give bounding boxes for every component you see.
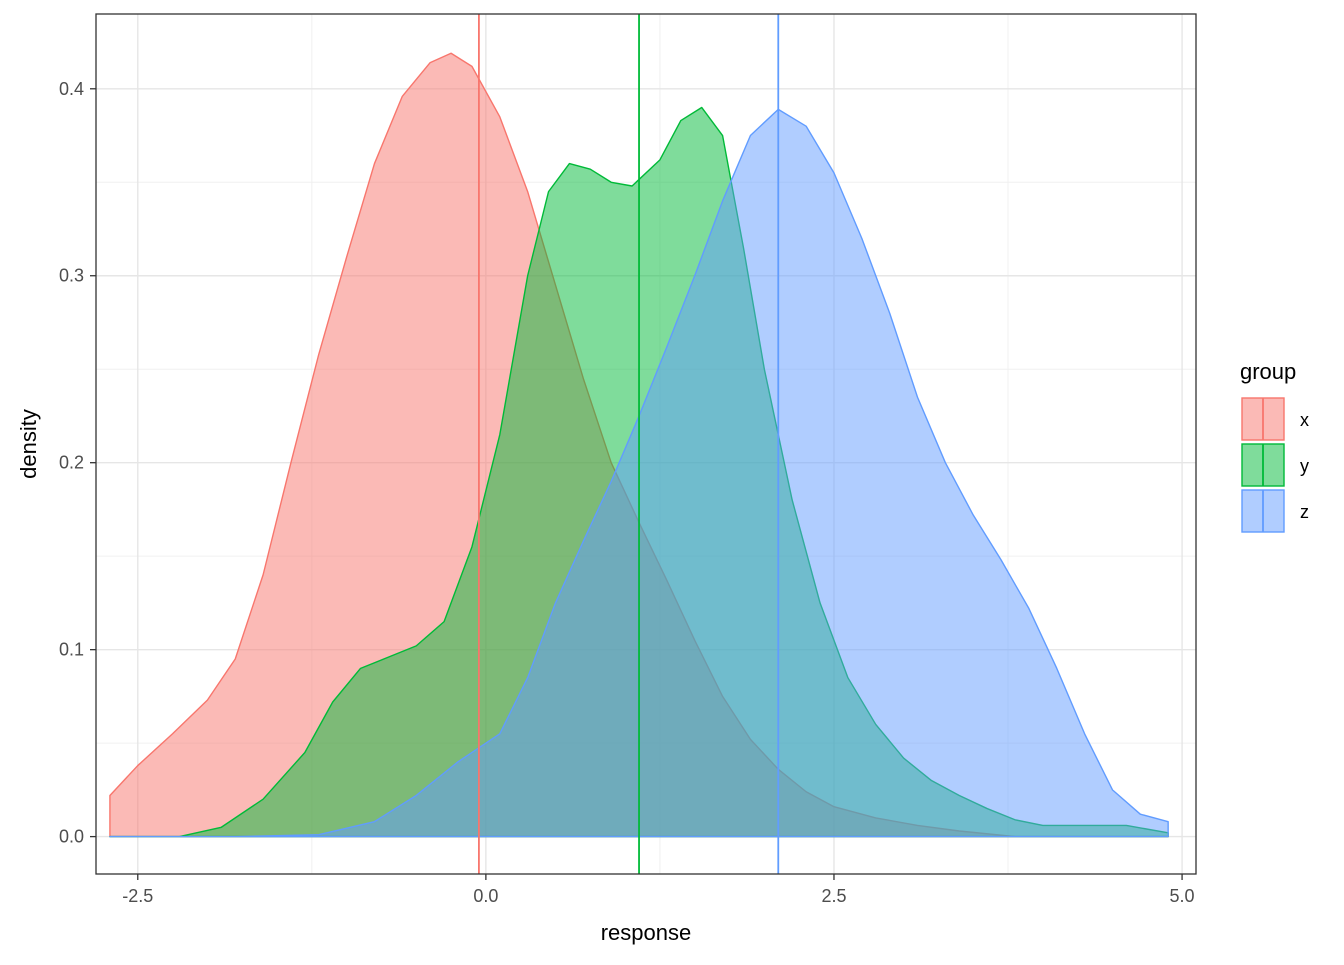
- y-tick-label: 0.0: [59, 827, 84, 847]
- x-axis-title: response: [601, 920, 692, 945]
- x-tick-label: 0.0: [473, 886, 498, 906]
- y-tick-label: 0.4: [59, 79, 84, 99]
- x-tick-label: -2.5: [122, 886, 153, 906]
- legend-title: group: [1240, 359, 1296, 384]
- x-tick-label: 2.5: [821, 886, 846, 906]
- y-tick-label: 0.3: [59, 266, 84, 286]
- legend-label-x: x: [1300, 410, 1309, 430]
- legend: group x y z: [1240, 359, 1309, 533]
- y-tick-label: 0.1: [59, 640, 84, 660]
- y-axis: 0.0 0.1 0.2 0.3 0.4: [59, 79, 96, 847]
- x-axis: -2.5 0.0 2.5 5.0: [122, 874, 1195, 906]
- x-tick-label: 5.0: [1170, 886, 1195, 906]
- panel-border: [95, 13, 1197, 875]
- mean-lines: [478, 14, 780, 874]
- y-tick-label: 0.2: [59, 453, 84, 473]
- y-axis-title: density: [16, 409, 41, 479]
- legend-label-z: z: [1300, 502, 1309, 522]
- legend-label-y: y: [1300, 456, 1309, 476]
